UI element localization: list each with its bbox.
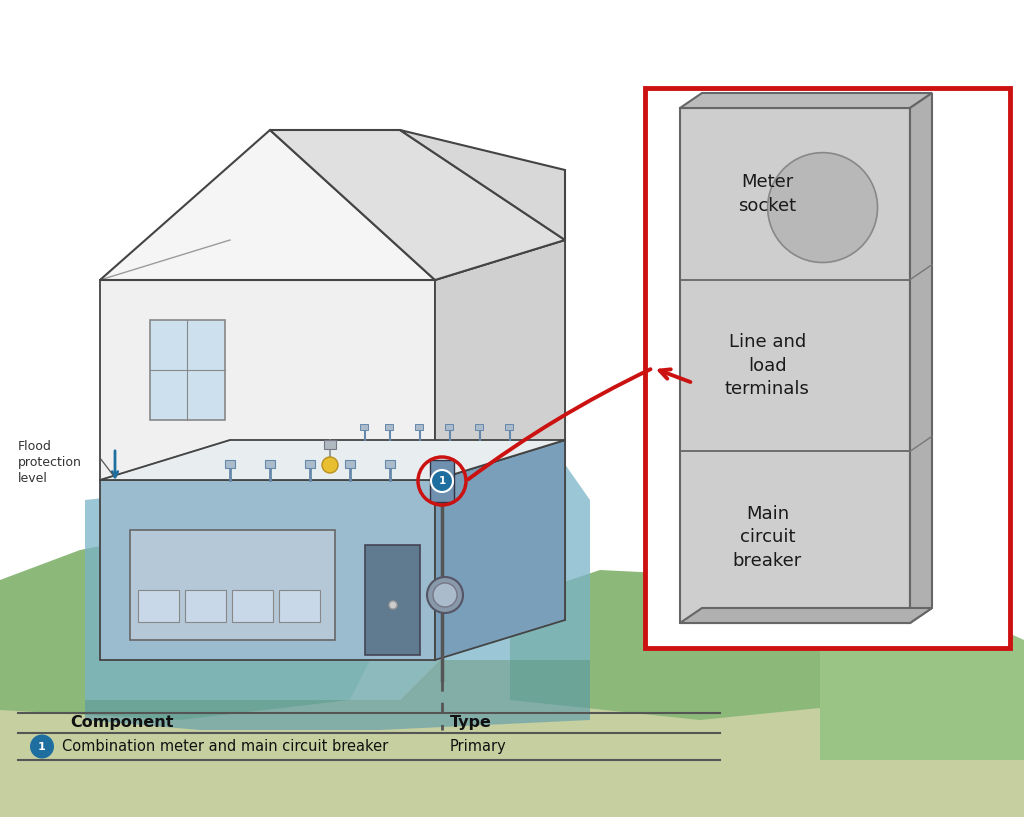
FancyBboxPatch shape [324,440,336,449]
Text: Combination meter and main circuit breaker: Combination meter and main circuit break… [62,739,388,754]
FancyBboxPatch shape [345,460,355,468]
FancyBboxPatch shape [232,590,273,622]
Polygon shape [400,130,565,240]
Circle shape [322,457,338,473]
Text: Primary: Primary [450,739,507,754]
Polygon shape [100,480,435,660]
Text: Component: Component [70,716,173,730]
FancyBboxPatch shape [645,88,1010,648]
Polygon shape [230,440,565,620]
Text: Meter
socket: Meter socket [738,173,797,215]
FancyBboxPatch shape [385,460,395,468]
Text: Line and
load
terminals: Line and load terminals [725,333,810,398]
FancyBboxPatch shape [138,590,179,622]
Polygon shape [680,93,932,108]
FancyBboxPatch shape [505,424,513,430]
FancyBboxPatch shape [415,424,423,430]
FancyBboxPatch shape [130,530,335,640]
FancyBboxPatch shape [305,460,315,468]
FancyBboxPatch shape [385,424,393,430]
Polygon shape [910,93,932,623]
Polygon shape [100,130,435,280]
Polygon shape [270,130,565,280]
Polygon shape [0,660,1024,817]
Circle shape [30,734,54,758]
FancyBboxPatch shape [475,424,483,430]
Circle shape [431,470,453,492]
Polygon shape [85,450,590,700]
Circle shape [427,577,463,613]
Polygon shape [510,570,900,720]
Polygon shape [0,530,380,720]
Circle shape [389,601,397,609]
Text: Type: Type [450,716,492,730]
Polygon shape [85,660,590,730]
Text: Flood
protection
level: Flood protection level [18,440,82,485]
FancyBboxPatch shape [365,545,420,655]
Polygon shape [230,240,565,440]
FancyBboxPatch shape [185,590,226,622]
Polygon shape [100,440,565,480]
FancyBboxPatch shape [430,460,454,502]
Circle shape [433,583,457,607]
Text: 1: 1 [38,742,46,752]
FancyBboxPatch shape [445,424,453,430]
FancyBboxPatch shape [265,460,275,468]
FancyBboxPatch shape [680,108,910,623]
Polygon shape [100,280,435,480]
Polygon shape [435,440,565,660]
Circle shape [768,153,878,262]
FancyBboxPatch shape [225,460,234,468]
Polygon shape [100,240,565,280]
Text: 1: 1 [438,476,445,486]
FancyBboxPatch shape [150,320,225,420]
FancyBboxPatch shape [360,424,368,430]
Text: Main
circuit
breaker: Main circuit breaker [733,505,802,569]
FancyBboxPatch shape [279,590,319,622]
Polygon shape [820,620,1024,760]
Polygon shape [680,608,932,623]
Polygon shape [435,240,565,480]
